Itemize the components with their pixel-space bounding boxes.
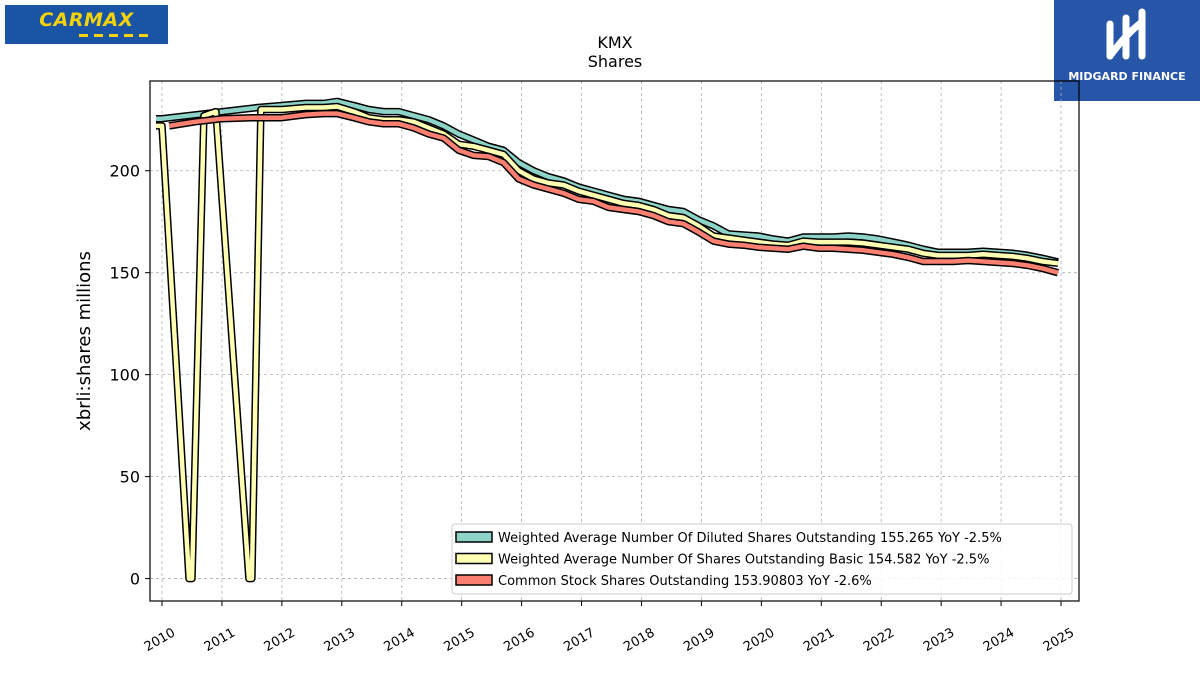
x-tick-label: 2018 [621,625,657,655]
plot-frame [149,80,1080,602]
chart-title: KMX [597,33,632,52]
series-3-line [168,111,1059,275]
y-tick-label: 200 [109,162,140,181]
legend-entry-label: Weighted Average Number Of Diluted Share… [498,531,1002,546]
x-tick-label: 2022 [861,625,897,655]
carmax-logo: CARMAX [5,5,168,44]
x-tick-label: 2015 [442,625,478,655]
x-tick-label: 2011 [202,625,238,655]
chart-gridlines [150,81,1079,601]
x-tick-label: 2017 [561,625,597,655]
x-tick-label: 2024 [981,625,1017,655]
midgard-emblem-icon [1106,8,1146,60]
y-tick-label: 150 [109,264,140,283]
x-tick-label: 2025 [1041,625,1077,655]
midgard-logo-name: MIDGARD FINANCE [1068,70,1186,83]
y-tick-label: 0 [130,570,140,589]
legend: Weighted Average Number Of Diluted Share… [451,523,1073,595]
midgard-finance-logo: MIDGARD FINANCE [1054,0,1200,101]
series-1-outline [156,97,1059,266]
legend-entry-label: Common Stock Shares Outstanding 153.9080… [498,574,872,589]
legend-swatch [455,574,493,586]
x-tick-label: 2016 [501,625,537,655]
x-tick-label: 2023 [921,625,957,655]
y-tick-label: 50 [120,468,140,487]
series-layer [156,97,1059,583]
x-tick-label: 2013 [322,625,358,655]
legend-swatch [455,552,493,565]
legend-box [451,523,1073,595]
legend-swatch [455,531,493,543]
y-axis-label: xbrli:shares millions [74,251,95,431]
series-2-outline [156,102,1059,583]
y-tick-label: 100 [109,366,140,385]
carmax-logo-text: CARMAX [39,9,134,31]
x-tick-label: 2010 [142,625,178,655]
series-1-line [156,99,1059,265]
series-2-line [156,104,1059,581]
legend-entry-label: Weighted Average Number Of Shares Outsta… [498,553,989,568]
x-tick-label: 2014 [382,625,418,655]
chart-subtitle: Shares [588,52,643,71]
x-tick-label: 2021 [801,625,837,655]
x-tick-label: 2019 [681,625,717,655]
x-tick-label: 2012 [262,625,298,655]
x-tick-label: 2020 [741,625,777,655]
